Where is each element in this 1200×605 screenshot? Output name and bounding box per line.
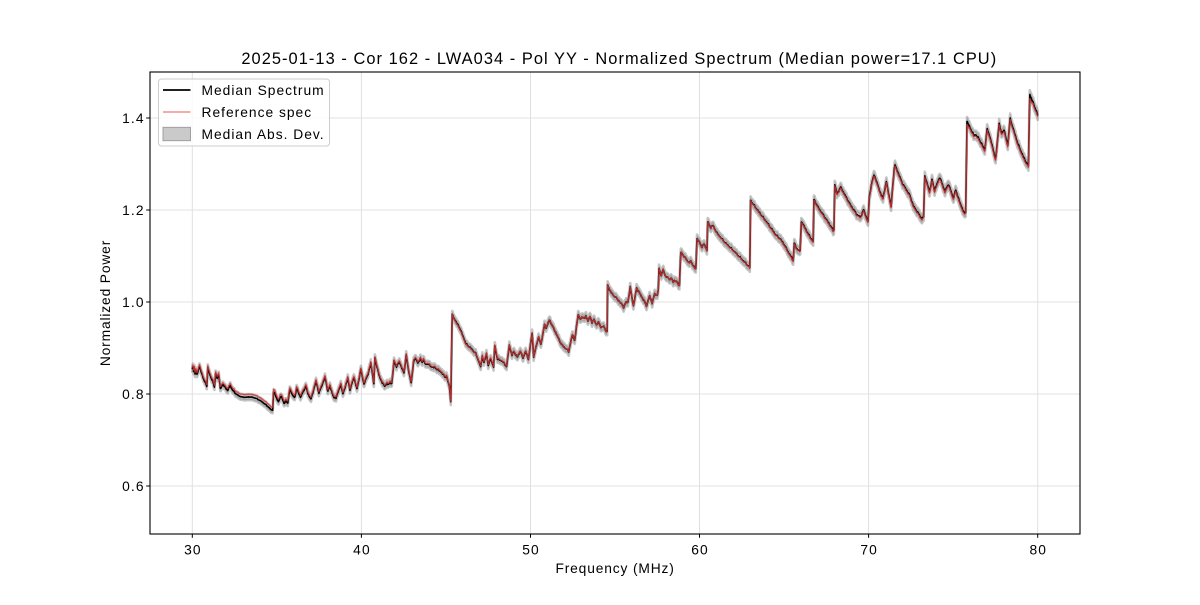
- svg-text:0.6: 0.6: [122, 479, 144, 494]
- svg-text:2025-01-13 - Cor 162 - LWA034: 2025-01-13 - Cor 162 - LWA034 - Pol YY -…: [241, 50, 997, 68]
- svg-text:Frequency (MHz): Frequency (MHz): [555, 561, 674, 576]
- svg-text:70: 70: [860, 543, 878, 558]
- svg-text:40: 40: [353, 543, 371, 558]
- svg-text:50: 50: [522, 543, 540, 558]
- svg-text:1.0: 1.0: [122, 295, 144, 310]
- svg-text:Median Spectrum: Median Spectrum: [202, 83, 325, 98]
- svg-text:Median Abs. Dev.: Median Abs. Dev.: [202, 127, 325, 142]
- svg-text:80: 80: [1029, 543, 1047, 558]
- svg-text:60: 60: [691, 543, 709, 558]
- svg-text:1.4: 1.4: [122, 111, 144, 126]
- svg-text:1.2: 1.2: [122, 203, 144, 218]
- svg-text:30: 30: [184, 543, 202, 558]
- svg-text:Reference spec: Reference spec: [202, 105, 313, 120]
- svg-text:Normalized Power: Normalized Power: [98, 240, 113, 366]
- svg-text:0.8: 0.8: [122, 387, 144, 402]
